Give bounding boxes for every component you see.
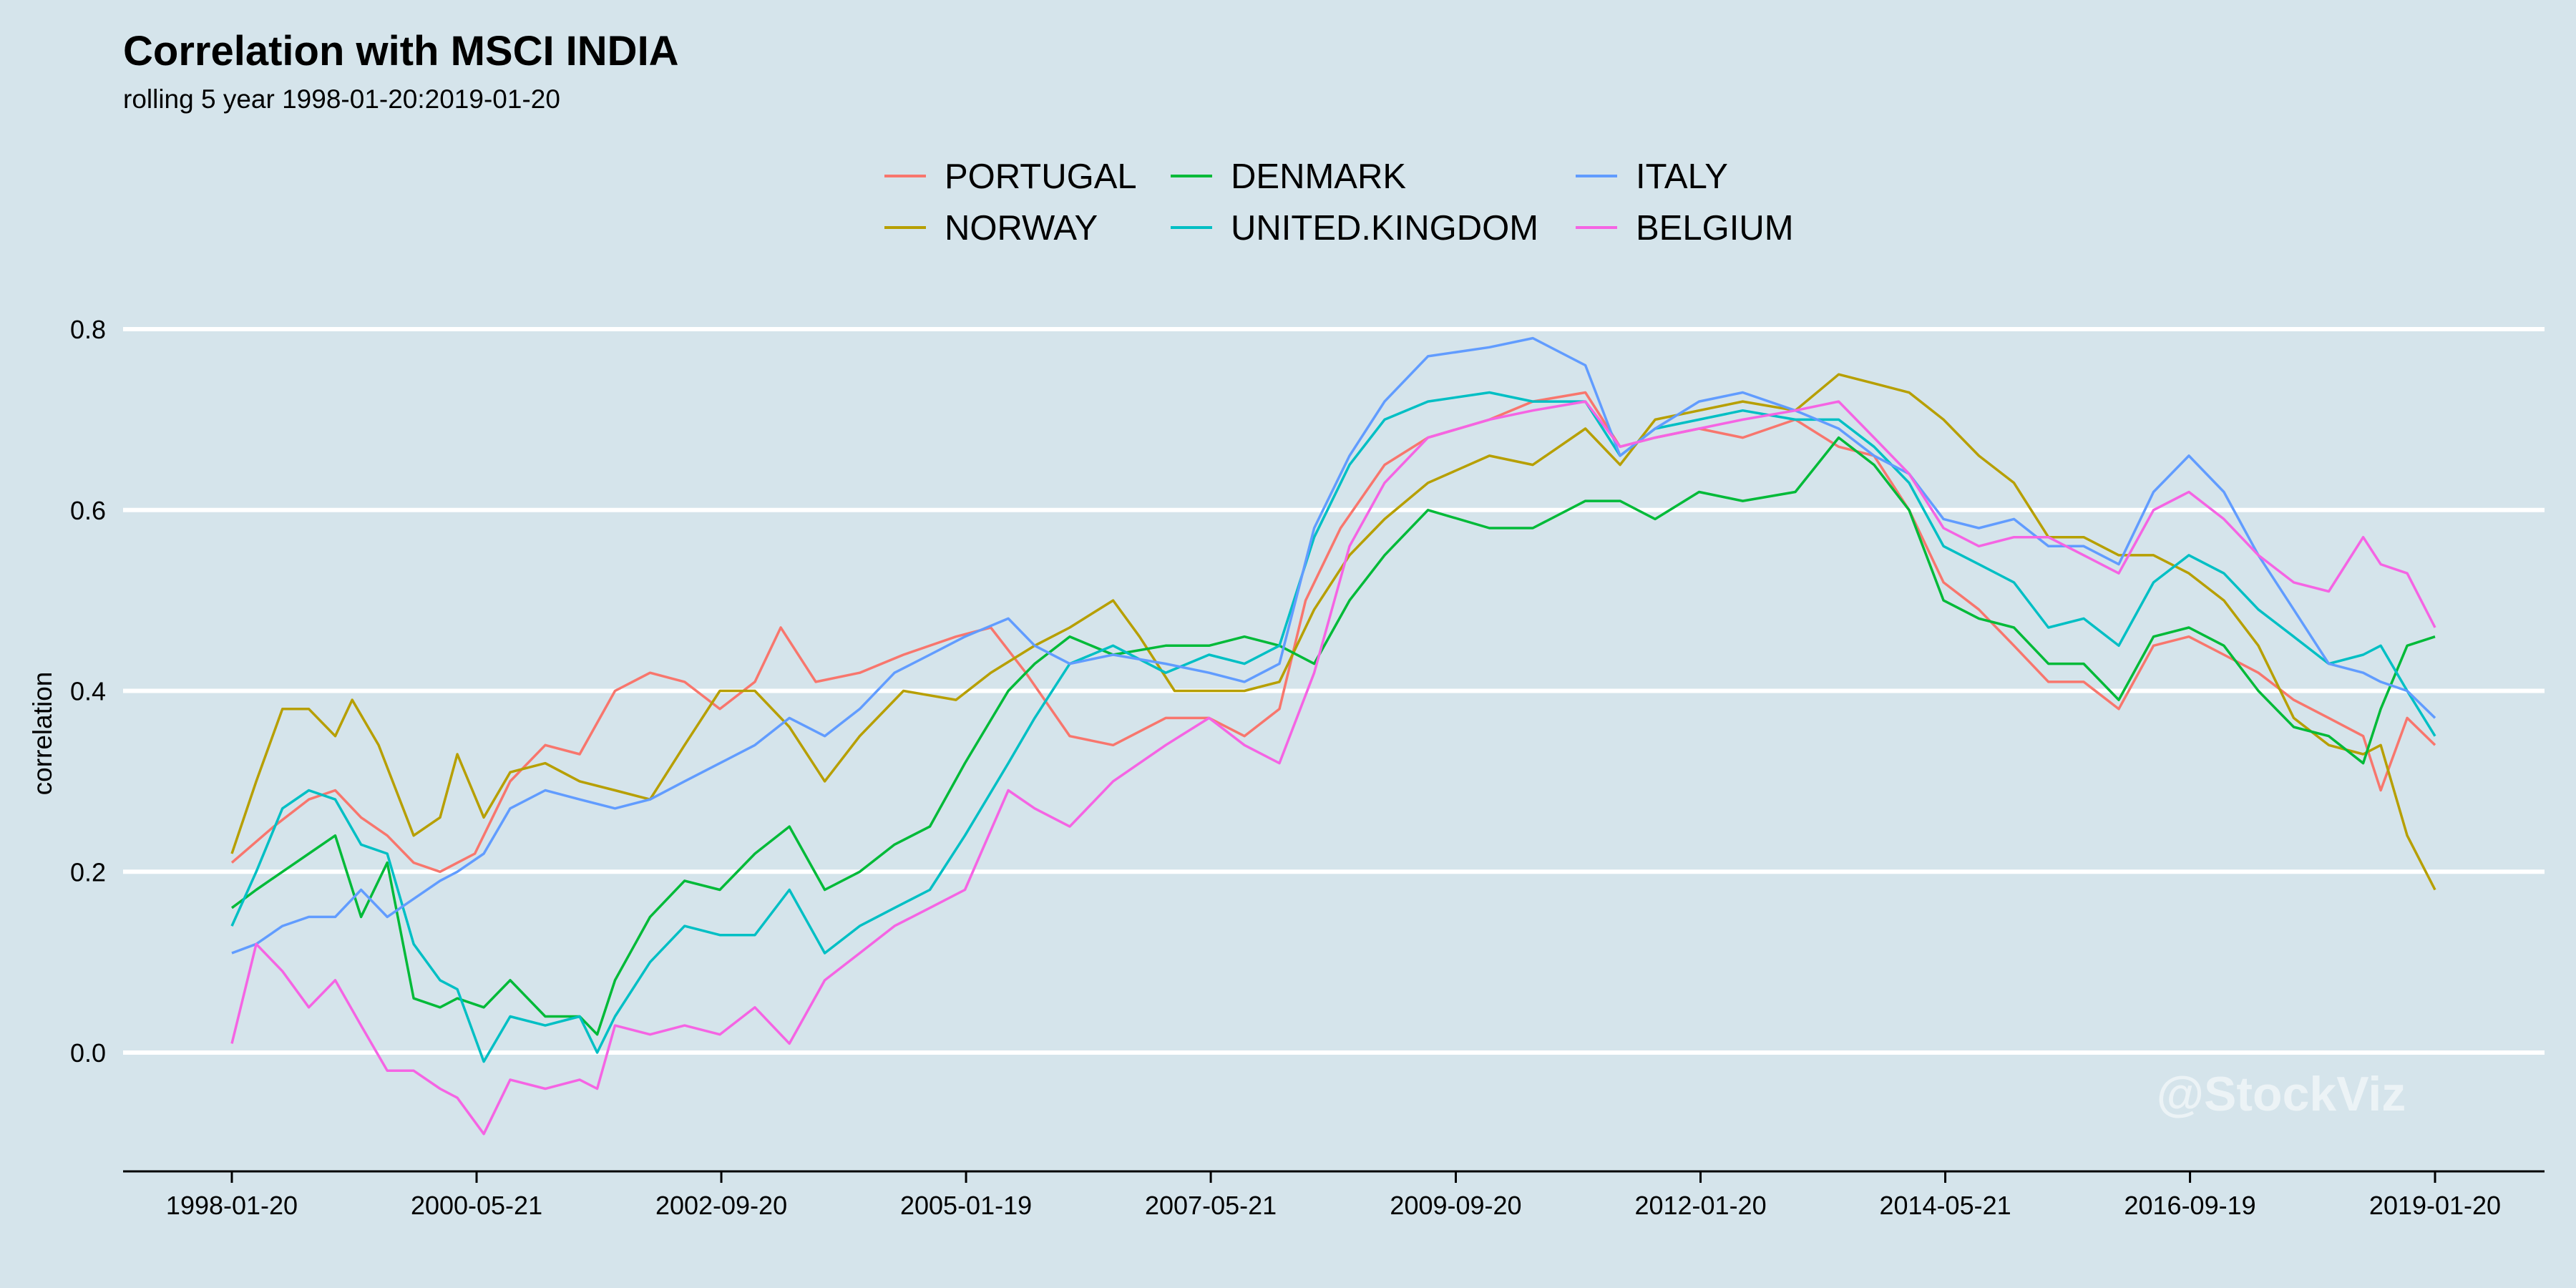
x-tick-label: 2002-09-20 [655,1191,787,1220]
x-tick-label: 2009-09-20 [1390,1191,1521,1220]
x-axis-ticks: 1998-01-20 2000-05-21 2002-09-20 2005-01-19… [166,1171,2501,1220]
legend-label-portugal: PORTUGAL [945,157,1137,196]
y-tick-label: 0.4 [70,677,106,706]
series-lines [230,336,2436,1136]
legend-label-norway: NORWAY [945,209,1098,248]
y-tick-label: 0.0 [70,1038,106,1068]
x-tick-label: 2016-09-19 [2124,1191,2255,1220]
x-tick-label: 2007-05-21 [1145,1191,1277,1220]
chart-subtitle: rolling 5 year 1998-01-20:2019-01-20 [123,84,560,114]
chart-title: Correlation with MSCI INDIA [123,28,679,74]
legend-label-denmark: DENMARK [1231,157,1406,196]
y-gridlines [123,327,2545,1055]
series-line-denmark [230,436,2436,1036]
y-axis-ticks: 0.0 0.2 0.4 0.6 0.8 [70,315,106,1068]
x-tick-label: 1998-01-20 [166,1191,298,1220]
x-tick-label: 2012-01-20 [1634,1191,1766,1220]
y-tick-label: 0.6 [70,496,106,525]
x-tick-label: 2000-05-21 [411,1191,542,1220]
y-axis-label: correlation [28,672,57,796]
watermark: @StockViz [2157,1067,2406,1121]
legend-label-italy: ITALY [1636,157,1728,196]
legend-label-united-kingdom: UNITED.KINGDOM [1231,209,1538,248]
legend: PORTUGAL NORWAY DENMARK UNITED.KINGDOM ITALY… [884,157,1794,248]
series-line-united-kingdom [230,391,2436,1063]
series-line-norway [230,373,2436,891]
series-line-belgium [230,400,2436,1136]
legend-label-belgium: BELGIUM [1636,209,1794,248]
y-tick-label: 0.2 [70,857,106,887]
x-tick-label: 2005-01-19 [900,1191,1032,1220]
x-tick-label: 2019-01-20 [2369,1191,2501,1220]
series-line-italy [231,336,2436,955]
y-tick-label: 0.8 [70,315,106,344]
x-tick-label: 2014-05-21 [1879,1191,2011,1220]
series-line-portugal [230,391,2436,874]
